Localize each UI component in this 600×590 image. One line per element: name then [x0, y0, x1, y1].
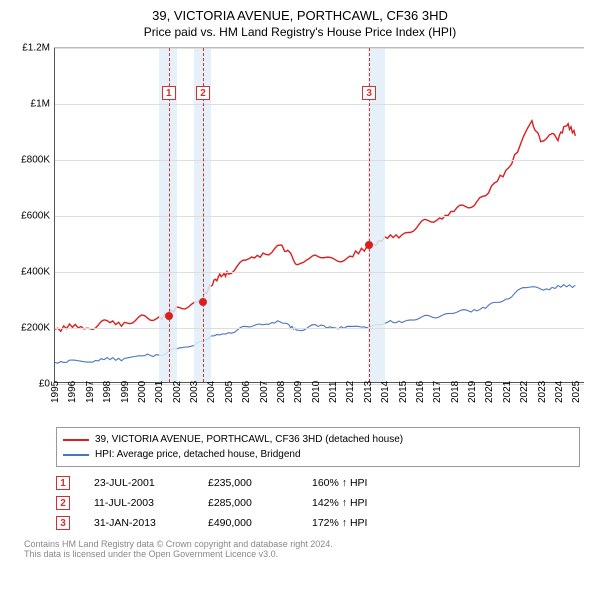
y-tick-label: £400K [10, 267, 50, 278]
sale-row: 2 11-JUL-2003 £285,000 142% ↑ HPI [56, 493, 580, 513]
x-tick-label: 2013 [363, 381, 374, 403]
sale-marker-inline: 2 [56, 496, 70, 510]
chart-title: 39, VICTORIA AVENUE, PORTHCAWL, CF36 3HD [10, 8, 590, 23]
gridline [55, 216, 584, 217]
x-tick-label: 2012 [345, 381, 356, 403]
sale-marker-2: 2 [196, 86, 210, 100]
sale-date: 23-JUL-2001 [94, 477, 184, 489]
x-tick-label: 1996 [67, 381, 78, 403]
chart-plot-wrap: 123 £0£200K£400K£600K£800K£1M£1.2M [54, 47, 584, 383]
x-tick-label: 2004 [206, 381, 217, 403]
x-tick-label: 2019 [467, 381, 478, 403]
footer-line: This data is licensed under the Open Gov… [24, 549, 580, 559]
legend-label: 39, VICTORIA AVENUE, PORTHCAWL, CF36 3HD… [95, 432, 403, 447]
x-tick-label: 2011 [328, 381, 339, 403]
sale-hpi: 172% ↑ HPI [312, 517, 580, 529]
x-tick-label: 2007 [259, 381, 270, 403]
sale-marker-1: 1 [162, 86, 176, 100]
sale-price: £490,000 [208, 517, 288, 529]
gridline [55, 160, 584, 161]
legend-swatch [63, 454, 89, 456]
sale-date: 11-JUL-2003 [94, 497, 184, 509]
x-tick-label: 1998 [102, 381, 113, 403]
x-tick-label: 2023 [537, 381, 548, 403]
chart-subtitle: Price paid vs. HM Land Registry's House … [10, 25, 590, 39]
x-tick-label: 2021 [502, 381, 513, 403]
footer: Contains HM Land Registry data © Crown c… [24, 539, 580, 559]
x-tick-label: 2024 [554, 381, 565, 403]
sale-price: £235,000 [208, 477, 288, 489]
gridline [55, 48, 584, 49]
legend-item: HPI: Average price, detached house, Brid… [63, 447, 573, 462]
sale-point [199, 298, 207, 306]
x-tick-label: 2002 [172, 381, 183, 403]
series-price_paid [55, 121, 575, 332]
sale-marker-inline: 1 [56, 476, 70, 490]
sale-hpi: 142% ↑ HPI [312, 497, 580, 509]
x-tick-label: 2014 [380, 381, 391, 403]
x-tick-label: 1997 [85, 381, 96, 403]
legend-swatch [63, 439, 89, 441]
x-tick-label: 2001 [154, 381, 165, 403]
x-tick-label: 1995 [50, 381, 61, 403]
legend-label: HPI: Average price, detached house, Brid… [95, 447, 301, 462]
gridline [55, 104, 584, 105]
y-tick-label: £600K [10, 211, 50, 222]
x-tick-label: 2009 [293, 381, 304, 403]
x-tick-label: 2020 [484, 381, 495, 403]
gridline [55, 272, 584, 273]
x-tick-label: 1999 [120, 381, 131, 403]
y-tick-label: £1.2M [10, 43, 50, 54]
x-axis: 1995199619971998199920002001200220032004… [54, 383, 584, 423]
x-tick-label: 2005 [224, 381, 235, 403]
y-tick-label: £200K [10, 323, 50, 334]
y-tick-label: £1M [10, 99, 50, 110]
x-tick-label: 2006 [241, 381, 252, 403]
x-tick-label: 2003 [189, 381, 200, 403]
footer-line: Contains HM Land Registry data © Crown c… [24, 539, 580, 549]
series-svg [55, 48, 584, 382]
x-tick-label: 2018 [450, 381, 461, 403]
legend-item: 39, VICTORIA AVENUE, PORTHCAWL, CF36 3HD… [63, 432, 573, 447]
y-tick-label: £0 [10, 379, 50, 390]
sale-marker-inline: 3 [56, 516, 70, 530]
x-tick-label: 2022 [519, 381, 530, 403]
x-tick-label: 2017 [432, 381, 443, 403]
sale-hpi: 160% ↑ HPI [312, 477, 580, 489]
chart-container: 39, VICTORIA AVENUE, PORTHCAWL, CF36 3HD… [0, 0, 600, 590]
sale-point [165, 312, 173, 320]
x-tick-label: 2016 [415, 381, 426, 403]
sale-date: 31-JAN-2013 [94, 517, 184, 529]
x-tick-label: 2015 [398, 381, 409, 403]
sale-price: £285,000 [208, 497, 288, 509]
x-tick-label: 2000 [137, 381, 148, 403]
legend: 39, VICTORIA AVENUE, PORTHCAWL, CF36 3HD… [56, 427, 580, 467]
x-tick-label: 2008 [276, 381, 287, 403]
sale-point [365, 241, 373, 249]
x-tick-label: 2010 [311, 381, 322, 403]
y-tick-label: £800K [10, 155, 50, 166]
x-tick-label: 2025 [571, 381, 582, 403]
series-hpi [55, 285, 575, 364]
sales-table: 1 23-JUL-2001 £235,000 160% ↑ HPI 2 11-JUL-20… [56, 473, 580, 533]
sale-row: 1 23-JUL-2001 £235,000 160% ↑ HPI [56, 473, 580, 493]
plot-area: 1 2 3 [54, 48, 584, 383]
sale-marker-3: 3 [362, 86, 376, 100]
sale-row: 3 31-JAN-2013 £490,000 172% ↑ HPI [56, 513, 580, 533]
gridline [55, 328, 584, 329]
